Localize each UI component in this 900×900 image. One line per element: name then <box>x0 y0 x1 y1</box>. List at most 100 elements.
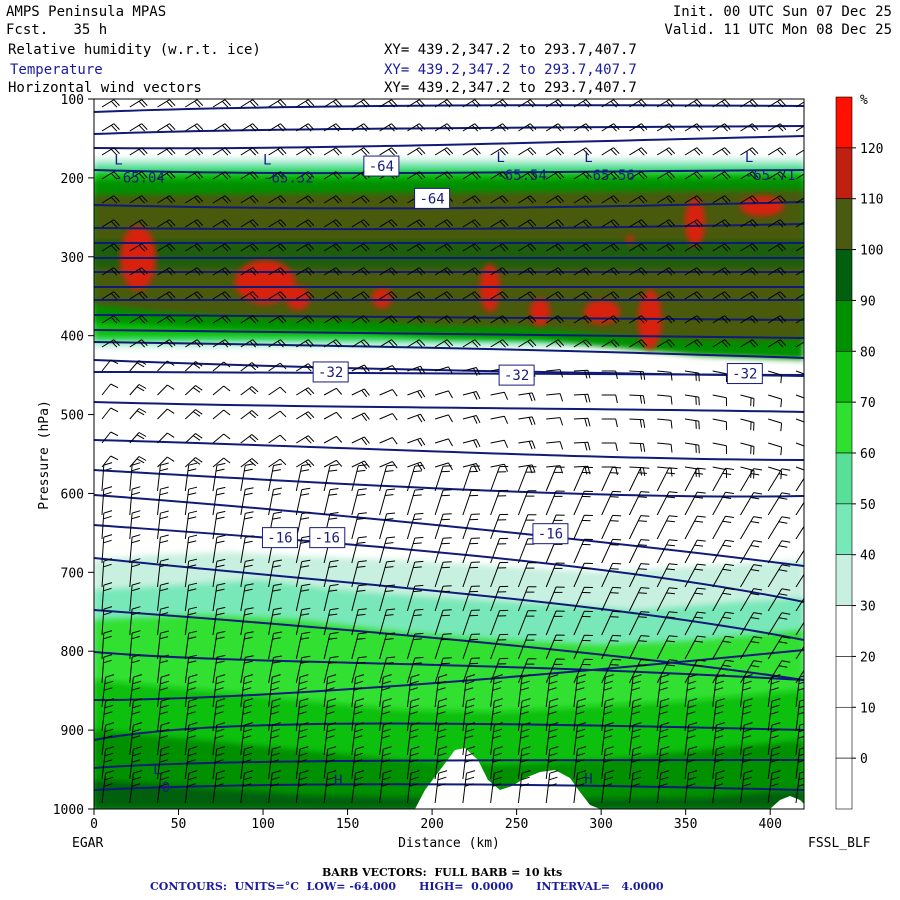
wind-barb <box>240 339 259 348</box>
wind-barb <box>240 463 254 492</box>
wind-barb <box>268 147 287 156</box>
left-endpoint: EGAR <box>72 836 103 851</box>
wind-barb <box>295 463 311 492</box>
wind-barb <box>573 417 591 427</box>
contour-labels: -64 -64 -32 -32 -32 -16 -16 -16 L -65.04 L -65.32 L -… <box>114 150 795 796</box>
wind-barb <box>656 339 676 348</box>
wind-barb <box>712 698 725 732</box>
wind-barb <box>462 513 480 540</box>
wind-barb <box>740 468 763 492</box>
wind-barb <box>712 770 725 804</box>
wind-barb <box>573 658 593 684</box>
wind-barb <box>712 243 731 252</box>
colorbar-swatch <box>835 350 853 403</box>
wind-barb <box>212 722 226 756</box>
wind-barb <box>795 669 804 684</box>
wind-barb <box>684 746 698 780</box>
wind-barb <box>351 339 370 348</box>
wind-barb <box>379 656 396 684</box>
wind-barb <box>518 392 536 402</box>
wind-barb <box>462 415 481 424</box>
wind-barb <box>407 267 426 276</box>
wind-barb <box>684 587 706 612</box>
wind-barb <box>351 536 367 564</box>
wind-barb <box>323 123 342 132</box>
colorbar-label: 110 <box>860 193 883 208</box>
colorbar-swatch <box>835 147 853 200</box>
wind-barb <box>434 438 453 447</box>
wind-barb <box>656 746 670 780</box>
wind-barb <box>573 746 587 780</box>
wind-barb <box>407 123 426 132</box>
wind-barb <box>129 360 147 372</box>
wind-barb <box>268 171 287 180</box>
wind-barb <box>323 632 339 660</box>
wind-barb <box>628 770 642 804</box>
wind-barb <box>323 267 342 276</box>
wind-barb <box>490 439 509 448</box>
wind-barb <box>518 416 536 426</box>
wind-barb <box>268 655 282 684</box>
wind-barb <box>740 636 763 660</box>
wind-barb <box>712 563 734 588</box>
wind-barb <box>518 171 537 180</box>
wind-barb <box>212 462 226 492</box>
wind-barb <box>684 635 706 660</box>
wind-barb <box>656 195 676 204</box>
wind-barb <box>545 634 565 660</box>
wind-barb <box>240 487 254 516</box>
wind-barb <box>795 370 804 375</box>
wind-barb <box>462 722 476 756</box>
contour-label: -32 <box>732 367 757 383</box>
wind-barb <box>767 492 791 516</box>
wind-barb <box>740 492 763 516</box>
wind-barb <box>684 123 703 132</box>
wind-barb <box>795 597 804 612</box>
wind-barb <box>657 418 673 429</box>
wind-barb <box>628 674 642 708</box>
wind-barb <box>656 219 676 228</box>
wind-barb <box>573 99 592 108</box>
wind-barb <box>240 535 254 564</box>
wind-barb <box>184 674 198 708</box>
wind-barb <box>129 534 141 564</box>
wind-barb <box>184 409 203 420</box>
wind-barb <box>684 147 703 156</box>
colorbar-unit: % <box>860 93 868 108</box>
wind-barb <box>545 490 565 516</box>
wind-barb <box>212 291 231 300</box>
wind-barb <box>573 219 592 228</box>
wind-barb <box>129 339 148 348</box>
wind-barb <box>740 770 753 804</box>
wind-barb <box>157 408 175 420</box>
wind-barb <box>601 267 620 276</box>
wind-barb <box>185 123 204 132</box>
wind-barb <box>545 610 565 636</box>
wind-barb <box>323 560 339 588</box>
wind-barb <box>379 365 398 373</box>
extremum-marker: L <box>745 150 753 166</box>
wind-barb <box>545 770 559 804</box>
wind-barb <box>296 243 315 252</box>
wind-barb <box>517 634 537 660</box>
wind-barb <box>629 243 648 252</box>
wind-barb <box>518 315 537 324</box>
y-tick-label: 200 <box>61 172 84 187</box>
wind-barb <box>268 267 287 276</box>
wind-barb <box>379 464 396 492</box>
wind-barb <box>490 770 503 804</box>
wind-barb <box>768 442 783 456</box>
wind-barb <box>767 660 791 684</box>
wind-barb <box>490 415 509 424</box>
wind-barb <box>545 698 559 732</box>
wind-barb <box>767 315 787 324</box>
colorbar-label: 80 <box>860 345 876 360</box>
wind-barb <box>434 657 452 684</box>
wind-barb <box>628 515 650 540</box>
wind-barb <box>490 243 509 252</box>
wind-barb <box>767 564 791 588</box>
wind-barb <box>795 621 804 636</box>
wind-barb <box>240 386 259 396</box>
wind-barb <box>656 659 678 684</box>
wind-barb <box>129 195 148 204</box>
